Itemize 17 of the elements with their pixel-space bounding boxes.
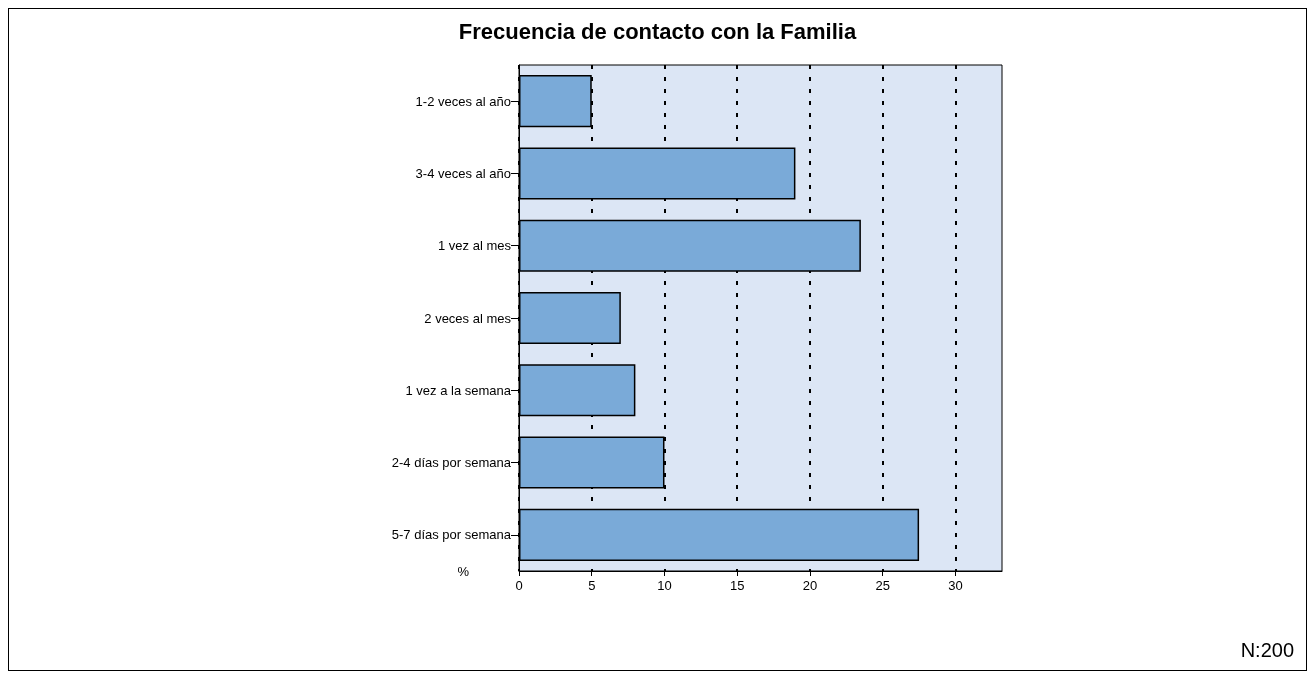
- x-tick-label: 30: [948, 578, 963, 593]
- x-tick-label: 0: [515, 578, 523, 593]
- y-tick-label: 1 vez al mes: [438, 238, 512, 254]
- x-axis-title: %: [457, 563, 470, 579]
- y-tick-label: 2-4 días por semana: [391, 455, 512, 471]
- y-tick-label: 5-7 días por semana: [391, 527, 512, 543]
- x-tick-label: 25: [875, 578, 890, 593]
- text: N:200: [1240, 639, 1295, 661]
- x-tick-label: 20: [802, 578, 818, 593]
- x-tick-label: 5: [588, 578, 596, 593]
- y-tick-label: 1 vez a la semana: [405, 382, 512, 398]
- y-tick-label: 3-4 veces al año: [415, 165, 511, 181]
- y-tick-label: 1-2 veces al año: [415, 93, 511, 109]
- chart-title: Frecuencia de contacto con la Familia: [458, 18, 857, 44]
- x-tick-label: 10: [657, 578, 672, 593]
- y-tick-label: 2 veces al mes: [424, 310, 512, 326]
- x-tick-label: 15: [729, 578, 745, 593]
